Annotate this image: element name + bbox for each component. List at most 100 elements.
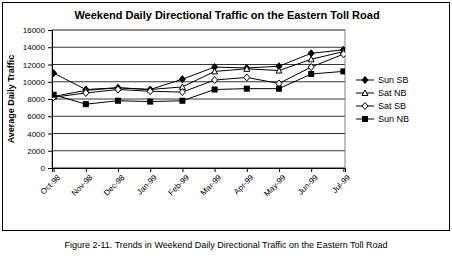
x-tick: May-99: [262, 168, 288, 198]
marker: [276, 86, 281, 91]
y-tick-label: 4000: [27, 130, 45, 139]
marker: [52, 70, 57, 77]
y-tick-label: 16000: [23, 26, 46, 35]
chart-frame: [3, 3, 450, 231]
y-tick-mark: [48, 30, 52, 31]
x-tick: Oct-98: [39, 168, 63, 196]
y-tick-label: 0: [41, 164, 46, 173]
x-tick: Mar-99: [199, 168, 224, 197]
x-tick-mark: [54, 168, 55, 172]
y-tick: 6000: [27, 112, 52, 121]
marker: [309, 71, 314, 76]
y-tick: 16000: [23, 26, 52, 35]
x-tick-label: Jun-99: [296, 173, 320, 197]
title: Weekend Daily Directional Traffic on the…: [74, 9, 379, 21]
marker: [148, 99, 153, 104]
legend-label: Sat SB: [378, 101, 406, 111]
marker: [244, 64, 250, 71]
x-tick-mark: [150, 168, 151, 172]
y-tick: 10000: [23, 78, 52, 87]
legend: Sun SB Sat NB Sat SB Sun NB: [356, 75, 409, 124]
y-tick-mark: [48, 151, 52, 152]
x-tick: Feb-99: [167, 168, 192, 197]
legend-marker: [362, 90, 368, 96]
x-tick-mark: [279, 168, 280, 172]
y-axis-line: [48, 31, 53, 169]
grid-line: [52, 99, 345, 100]
legend-label: Sun SB: [378, 75, 409, 85]
x-tick-label: Nov-98: [70, 173, 95, 198]
y-tick-label: 14000: [23, 43, 46, 52]
y-tick: 12000: [23, 61, 52, 70]
marker: [308, 56, 314, 62]
y-tick-mark: [48, 47, 52, 48]
x-tick-label: Mar-99: [199, 173, 224, 198]
y-tick-mark: [48, 168, 52, 169]
marker: [212, 87, 217, 92]
marker: [340, 51, 345, 58]
x-tick: Jul-99: [330, 168, 352, 195]
marker: [244, 66, 250, 72]
grid-line: [52, 64, 345, 65]
marker: [115, 86, 121, 93]
x-tick-mark: [118, 168, 119, 172]
marker: [244, 74, 250, 81]
legend-marker: [362, 103, 368, 110]
marker: [116, 98, 121, 103]
plot-area: [52, 46, 345, 106]
marker: [52, 92, 56, 97]
y-tick-mark: [48, 65, 52, 66]
series-line: [54, 52, 344, 97]
y-tick-label: 12000: [23, 61, 46, 70]
y-tick-label: 10000: [23, 78, 46, 87]
x-tick-label: Feb-99: [167, 173, 192, 198]
y-tick: 2000: [27, 147, 52, 156]
y-axis-title: Average Daily Traffic: [6, 55, 16, 144]
y-tick: 4000: [27, 130, 52, 139]
x-tick: Apr-99: [232, 168, 256, 196]
marker: [308, 64, 314, 71]
marker: [212, 68, 218, 74]
grid-line: [52, 81, 345, 82]
legend-label: Sat NB: [378, 88, 407, 98]
series-line: [54, 71, 344, 104]
series-line: [54, 50, 344, 90]
x-tick-mark: [247, 168, 248, 172]
grid: [52, 30, 345, 168]
x-axis: Oct-98 Nov-98 Dec-98 Jan-99 Feb-99 Mar-99 Apr-…: [39, 168, 353, 198]
marker: [341, 69, 345, 74]
series-line: [54, 54, 344, 97]
legend-label: Sun NB: [378, 114, 409, 124]
marker: [244, 86, 249, 91]
y-tick-label: 6000: [27, 112, 45, 121]
x-tick-label: Jan-99: [135, 173, 159, 197]
marker: [276, 68, 282, 74]
x-tick: Nov-98: [70, 168, 95, 198]
marker: [83, 102, 88, 107]
y-tick-mark: [48, 82, 52, 83]
x-tick-label: Apr-99: [232, 173, 256, 197]
grid-line: [52, 116, 345, 117]
y-tick-mark: [48, 99, 52, 100]
x-tick-label: Dec-98: [102, 173, 127, 198]
x-tick-label: Jul-99: [330, 173, 352, 195]
chart: 0 2000 4000 6000 8000 10000 12000 14000 16000 Oct…: [0, 0, 452, 258]
x-axis-line: [53, 169, 346, 173]
x-tick-mark: [182, 168, 183, 172]
x-tick-mark: [215, 168, 216, 172]
marker: [180, 98, 185, 103]
x-tick: Jan-99: [135, 168, 159, 197]
grid-line: [52, 133, 345, 134]
y-tick-label: 8000: [27, 95, 45, 104]
marker: [179, 89, 185, 96]
legend-marker: [362, 77, 368, 84]
y-tick-mark: [48, 116, 52, 117]
x-tick: Dec-98: [102, 168, 127, 198]
y-tick: 0: [41, 164, 52, 173]
y-axis: 0 2000 4000 6000 8000 10000 12000 14000 16000: [23, 26, 53, 173]
marker: [83, 89, 89, 96]
marker: [179, 76, 185, 83]
x-tick-mark: [311, 168, 312, 172]
x-tick: Jun-99: [296, 168, 320, 197]
caption: Figure 2-11. Trends in Weekend Daily Dir…: [65, 240, 388, 250]
